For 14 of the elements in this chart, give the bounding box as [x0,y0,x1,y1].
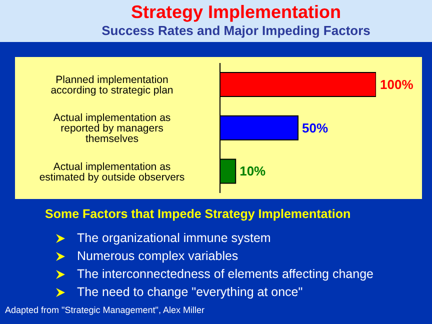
text: Numerous complex variables [77,249,238,263]
y-tick-label: Actual implementation as reported by managers themselves [53,112,171,146]
y-tick-label: Planned implementation according to strategic plan [50,74,174,97]
text: Some Factors that Impede Strategy Implementation [45,207,351,221]
y-tick-label: Actual implementation as estimated by outside observers [39,160,185,184]
data-label: 10% [240,164,266,179]
text: The need to change "everything at once" [77,285,303,299]
text: Adapted from "Strategic Management", Alex Miller [5,305,204,315]
text: The interconnectedness of elements affecting change [77,267,374,281]
data-label: 100% [380,77,414,92]
data-label: 50% [302,120,328,136]
text: The organizational immune system [77,231,271,245]
chart-subtitle: Success Rates and Major Impeding Factors [100,23,372,39]
chart-title: Strategy Implementation [130,1,342,23]
